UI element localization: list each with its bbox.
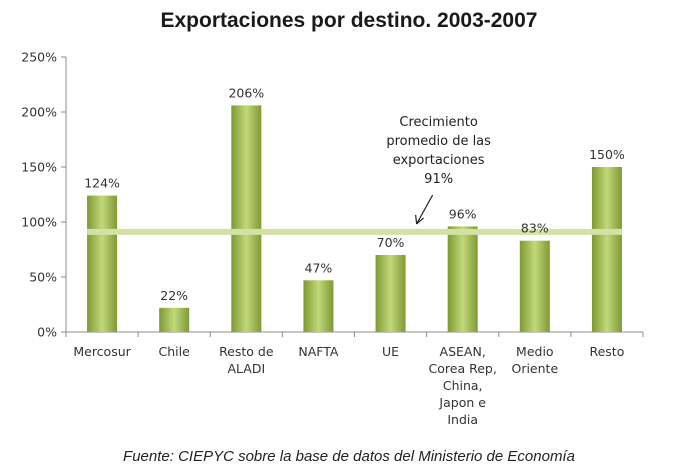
chart-title: Exportaciones por destino. 2003-2007 — [160, 9, 538, 32]
data-label: 150% — [589, 147, 625, 162]
data-label: 47% — [305, 260, 333, 275]
y-tick-label: 100% — [21, 215, 57, 230]
x-tick-label: NAFTA — [298, 344, 339, 359]
x-tick-label: ALADI — [227, 361, 265, 376]
bar — [159, 307, 190, 332]
chart-plot: 0% 50% 100% 150% 200% 250% 124% Mercosur 22% Chi… — [21, 50, 644, 427]
annotation-arrow — [416, 194, 434, 225]
data-label: 124% — [84, 176, 120, 191]
x-tick-label: China, — [443, 378, 483, 393]
annotation-arrow-head — [415, 214, 425, 225]
bar — [303, 280, 334, 332]
x-tick-label: Japon e — [438, 395, 486, 410]
x-tick-label: Corea Rep, — [429, 361, 497, 376]
x-tick-label: Resto de — [219, 344, 274, 359]
reference-annotation: 91% — [424, 172, 453, 187]
y-tick-label: 150% — [21, 160, 57, 175]
bar — [87, 195, 118, 332]
y-tick-label: 250% — [21, 50, 57, 65]
bar — [447, 226, 478, 332]
bar — [519, 240, 550, 332]
x-tick-label: India — [447, 412, 478, 427]
data-label: 96% — [449, 206, 477, 221]
data-label: 83% — [521, 221, 549, 236]
data-label: 70% — [377, 235, 405, 250]
x-tick-label: Chile — [159, 344, 191, 359]
reference-annotation: Crecimiento — [399, 115, 478, 130]
reference-annotation: promedio de las — [386, 134, 491, 149]
x-tick-label: Mercosur — [73, 344, 131, 359]
y-tick-label: 200% — [21, 105, 57, 120]
bar — [231, 105, 262, 333]
x-tick-label: Oriente — [511, 361, 558, 376]
x-tick-label: Medio — [516, 344, 554, 359]
y-tick-label: 0% — [37, 325, 57, 340]
bar — [591, 167, 622, 332]
y-tick-label: 50% — [29, 270, 57, 285]
bar — [375, 255, 406, 332]
data-label: 206% — [228, 85, 264, 100]
data-label: 22% — [160, 288, 188, 303]
x-tick-label: Resto — [589, 344, 624, 359]
source-note: Fuente: CIEPYC sobre la base de datos de… — [123, 448, 575, 465]
x-tick-label: ASEAN, — [440, 344, 486, 359]
reference-annotation: exportaciones — [393, 153, 485, 168]
x-tick-label: UE — [382, 344, 399, 359]
